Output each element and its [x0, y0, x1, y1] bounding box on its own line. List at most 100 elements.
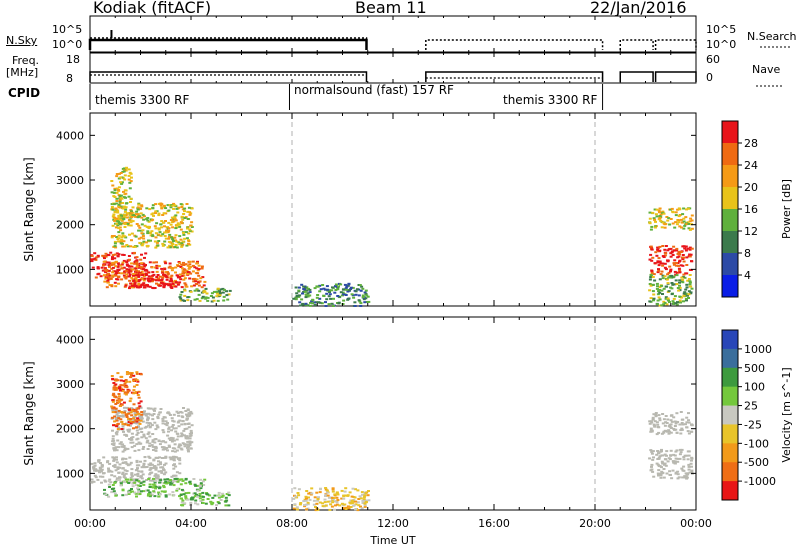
velocity-data-cell [100, 465, 104, 468]
velocity-data-cell [126, 464, 130, 467]
power-data-cell [143, 256, 146, 259]
velocity-data-cell [180, 433, 184, 436]
velocity-data-cell [193, 483, 197, 486]
velocity-data-cell [110, 474, 114, 477]
power-data-cell [358, 300, 362, 303]
velocity-data-cell [184, 496, 188, 499]
velocity-data-cell [128, 463, 132, 466]
power-data-cell [130, 214, 134, 217]
power-data-cell [181, 218, 185, 221]
power-data-cell [161, 276, 165, 279]
power-data-cell [166, 204, 170, 207]
velocity-data-cell [652, 456, 655, 459]
power-data-cell [308, 294, 312, 297]
velocity-data-cell [180, 478, 184, 481]
power-data-cell [676, 252, 680, 255]
velocity-data-cell [119, 384, 123, 387]
power-data-cell [176, 265, 180, 267]
power-data-cell [163, 260, 167, 263]
power-data-cell [185, 237, 189, 240]
velocity-data-cell [131, 479, 135, 482]
velocity-data-cell [149, 492, 153, 495]
power-colorbar-segment [722, 209, 738, 232]
velocity-data-cell [115, 399, 119, 402]
velocity-data-cell [660, 432, 664, 435]
power-data-cell [145, 225, 149, 228]
power-data-cell [666, 299, 670, 302]
power-data-cell [129, 201, 132, 203]
power-data-cell [347, 289, 351, 292]
velocity-data-cell [340, 502, 344, 505]
velocity-data-cell [183, 445, 187, 448]
power-data-cell [669, 208, 672, 211]
power-data-cell [653, 208, 657, 211]
velocity-data-cell [365, 500, 368, 503]
velocity-data-cell [323, 501, 327, 504]
velocity-data-cell [312, 499, 316, 502]
power-data-cell [170, 236, 174, 239]
velocity-data-cell [116, 428, 120, 431]
velocity-data-cell [655, 421, 659, 424]
velocity-data-cell [135, 379, 139, 382]
power-data-cell [180, 263, 184, 266]
velocity-data-cell [112, 442, 116, 445]
power-data-cell [155, 267, 159, 270]
velocity-data-cell [141, 411, 145, 414]
power-data-cell [160, 207, 164, 210]
velocity-data-cell [152, 467, 156, 469]
velocity-data-cell [124, 448, 128, 451]
power-data-cell [125, 270, 129, 273]
velocity-data-cell [135, 469, 139, 471]
velocity-data-cell [134, 411, 137, 414]
power-data-cell [367, 300, 371, 303]
velocity-data-cell [673, 460, 677, 463]
power-data-cell [167, 240, 171, 243]
power-data-cell [678, 253, 682, 256]
velocity-data-cell [145, 412, 149, 415]
velocity-colorbar-segment [722, 424, 738, 444]
power-data-cell [649, 284, 653, 287]
velocity-data-cell [658, 455, 662, 458]
power-data-cell [328, 289, 332, 292]
power-data-cell [109, 251, 113, 254]
power-data-cell [90, 258, 94, 261]
power-data-cell [110, 285, 114, 288]
velocity-data-cell [159, 479, 163, 482]
power-data-cell [122, 254, 126, 256]
velocity-data-cell [114, 409, 118, 412]
velocity-data-cell [201, 502, 205, 504]
velocity-data-cell [174, 474, 178, 477]
power-data-cell [112, 218, 116, 221]
velocity-data-cell [128, 400, 132, 403]
velocity-data-cell [681, 423, 685, 426]
x-tick-label: 12:00 [377, 517, 409, 530]
velocity-data-cell [127, 424, 130, 427]
power-data-cell [167, 235, 171, 238]
velocity-data-cell [114, 432, 118, 434]
power-data-cell [175, 207, 179, 210]
power-data-cell [145, 207, 149, 210]
velocity-data-cell [154, 449, 158, 452]
velocity-data-cell [112, 382, 116, 384]
power-data-cell [131, 220, 135, 223]
power-data-cell [154, 232, 158, 235]
power-data-cell [118, 200, 122, 203]
velocity-data-cell [170, 440, 174, 443]
power-data-cell [672, 275, 676, 278]
velocity-data-cell [137, 425, 140, 428]
velocity-data-cell [170, 417, 174, 420]
power-data-cell [132, 273, 136, 275]
velocity-data-cell [125, 386, 129, 389]
velocity-data-cell [186, 437, 190, 440]
power-data-cell [656, 250, 660, 253]
power-data-cell [154, 279, 158, 282]
velocity-data-cell [111, 435, 115, 438]
velocity-data-cell [150, 463, 154, 466]
velocity-data-cell [305, 490, 309, 492]
velocity-data-cell [657, 456, 661, 459]
velocity-data-cell [304, 495, 308, 498]
velocity-data-cell [690, 459, 693, 462]
power-data-cell [138, 226, 142, 229]
velocity-data-cell [659, 476, 663, 479]
